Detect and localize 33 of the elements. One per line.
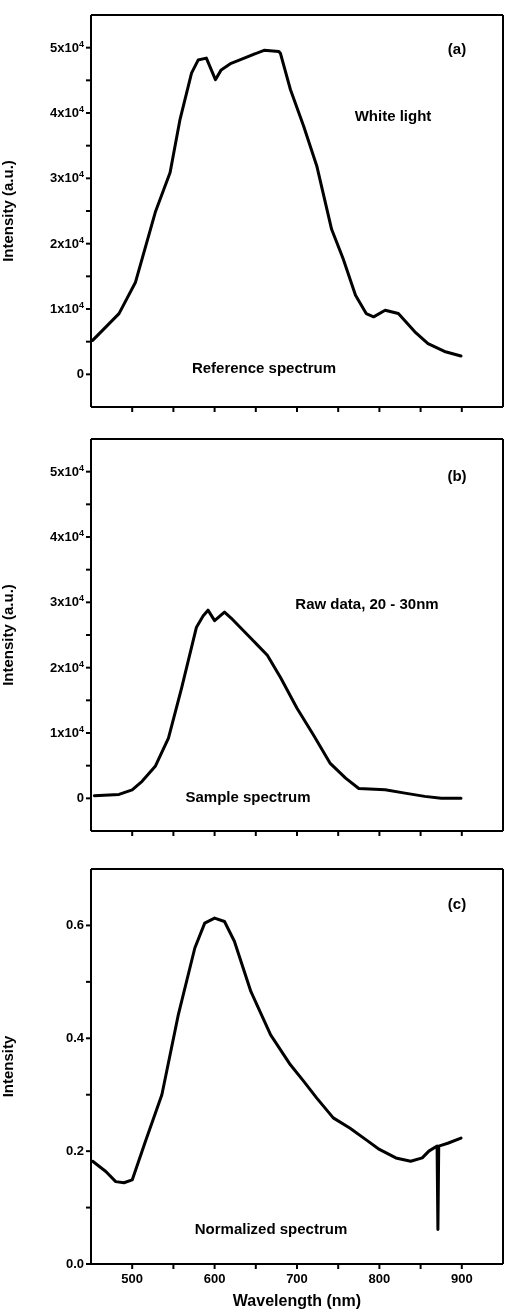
y-tick-label: 4x10$^{4}$ (50, 104, 84, 120)
y-tick-label: 4x10$^{4}$ (50, 528, 84, 544)
annotation: (b) (447, 466, 467, 484)
y-tick-label: 3x10$^{4}$ (50, 593, 84, 610)
y-axis-title: Intensity (a.u.) (0, 160, 17, 262)
y-tick-label: 0.2 (65, 1143, 84, 1159)
annotation: Reference spectrum (191, 358, 337, 376)
annotation: (c) (447, 894, 467, 912)
y-tick-label: 2x10$^{4}$ (50, 234, 84, 251)
y-tick-label: 3x10$^{4}$ (50, 169, 84, 186)
annotation: Raw data, 20 - 30nm (295, 594, 439, 612)
y-axis-title: Intensity (a.u.) (0, 584, 17, 686)
annotation: Normalized spectrum (194, 1219, 348, 1237)
y-tick-label: 5x10$^{4}$ (50, 38, 84, 55)
y-tick-label: 0.0 (65, 1256, 84, 1271)
x-tick-label: 900 (450, 1271, 473, 1286)
y-tick-label: 1x10$^{4}$ (50, 300, 84, 316)
y-tick-label: 5x10$^{4}$ (50, 462, 84, 479)
y-tick-label: 0 (76, 366, 84, 382)
y-tick-label: 0.4 (65, 1030, 85, 1046)
annotation: White light (354, 106, 432, 124)
x-axis-title: Wavelength (nm) (232, 1292, 362, 1309)
x-tick-label: 700 (286, 1271, 308, 1286)
annotation: Sample spectrum (185, 787, 311, 805)
x-tick-label: 500 (121, 1271, 144, 1286)
annotation: (a) (447, 39, 467, 57)
y-tick-label: 2x10$^{4}$ (50, 658, 84, 675)
y-tick-label: 0 (76, 790, 84, 806)
x-tick-label: 600 (203, 1271, 226, 1286)
y-axis-title: Intensity (0, 1035, 17, 1098)
y-tick-label: 0.6 (65, 917, 84, 933)
x-tick-label: 800 (368, 1271, 391, 1286)
y-tick-label: 1x10$^{4}$ (50, 724, 84, 740)
